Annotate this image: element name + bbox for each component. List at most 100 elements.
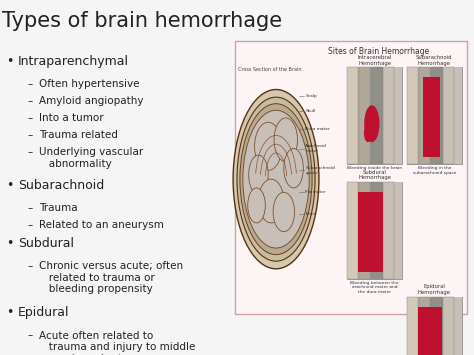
Bar [347, 182, 402, 279]
Bar [383, 67, 394, 164]
Bar [371, 182, 382, 279]
Bar [383, 182, 394, 279]
Text: –: – [27, 147, 33, 157]
Ellipse shape [258, 179, 284, 223]
Text: Chronic versus acute; often
   related to trauma or
   bleeding propensity: Chronic versus acute; often related to t… [39, 261, 183, 294]
Text: Cross Section of the Brain: Cross Section of the Brain [238, 67, 301, 72]
Ellipse shape [273, 192, 294, 232]
Text: Subdural
Hemorrhage: Subdural Hemorrhage [358, 170, 391, 180]
Text: Often hypertensive: Often hypertensive [39, 79, 139, 89]
Bar [407, 297, 462, 355]
Ellipse shape [364, 105, 380, 142]
Bar [407, 297, 418, 355]
Bar [431, 67, 442, 164]
Text: Acute often related to
   trauma and injury to middle
   meningeal artery: Acute often related to trauma and injury… [39, 331, 195, 355]
Text: Pia mater: Pia mater [305, 190, 326, 194]
Text: Brain: Brain [305, 212, 317, 216]
Text: –: – [27, 96, 33, 106]
Bar [419, 297, 430, 355]
Bar [419, 67, 430, 164]
Bar [407, 67, 462, 164]
Text: Bleeding inside the brain: Bleeding inside the brain [347, 166, 402, 170]
Bar [359, 67, 370, 164]
Text: Into a tumor: Into a tumor [39, 113, 103, 123]
Text: –: – [27, 220, 33, 230]
Text: Scalp: Scalp [305, 94, 317, 98]
Text: Arachnoid
mater: Arachnoid mater [305, 144, 327, 153]
Bar [371, 67, 382, 164]
Text: Epidural
Hemorrhage: Epidural Hemorrhage [418, 284, 451, 295]
Ellipse shape [364, 125, 372, 142]
Text: Dura mater: Dura mater [305, 127, 330, 131]
Text: –: – [27, 113, 33, 123]
Text: Sites of Brain Hemorrhage: Sites of Brain Hemorrhage [328, 47, 429, 56]
Text: Related to an aneurysm: Related to an aneurysm [39, 220, 164, 230]
Text: •: • [6, 306, 13, 320]
Bar [380, 182, 391, 279]
Bar [347, 182, 358, 279]
Bar [440, 297, 451, 355]
Text: Subarachnoid
space: Subarachnoid space [305, 166, 335, 175]
Text: –: – [27, 331, 33, 340]
Bar [423, 77, 440, 157]
Text: Intraparenchymal: Intraparenchymal [18, 55, 129, 68]
Bar [443, 297, 454, 355]
Ellipse shape [274, 118, 298, 162]
Bar [429, 297, 440, 355]
Bar [451, 297, 462, 355]
Bar [359, 182, 370, 279]
Text: •: • [6, 179, 13, 192]
Bar [429, 67, 440, 164]
Bar [407, 67, 418, 164]
Bar [440, 67, 451, 164]
Bar [418, 307, 442, 355]
Text: –: – [27, 261, 33, 271]
Bar [347, 67, 358, 164]
Bar [358, 192, 383, 272]
Bar [347, 67, 358, 164]
Text: Bleeding between the
arachnoid mater and
the dura mater: Bleeding between the arachnoid mater and… [350, 281, 399, 294]
Ellipse shape [248, 188, 265, 223]
Text: •: • [6, 55, 13, 68]
Ellipse shape [237, 97, 315, 261]
Text: Underlying vascular
   abnormality: Underlying vascular abnormality [39, 147, 143, 169]
Text: Types of brain hemorrhage: Types of brain hemorrhage [2, 11, 282, 31]
Text: Subarachnoid
Hemorrhage: Subarachnoid Hemorrhage [416, 55, 453, 66]
Ellipse shape [255, 122, 282, 170]
Ellipse shape [240, 104, 312, 255]
Text: •: • [6, 237, 13, 250]
Bar [391, 67, 402, 164]
Text: Trauma: Trauma [39, 203, 77, 213]
Text: –: – [27, 79, 33, 89]
Bar [418, 67, 429, 164]
Ellipse shape [243, 110, 309, 248]
Bar [347, 67, 402, 164]
Bar [380, 67, 391, 164]
Bar [451, 67, 462, 164]
Ellipse shape [233, 89, 319, 269]
Bar [358, 67, 369, 164]
Text: Epidural: Epidural [18, 306, 70, 320]
Text: Skull: Skull [305, 109, 316, 113]
Bar [347, 182, 358, 279]
Bar [369, 182, 380, 279]
Text: Trauma related: Trauma related [39, 130, 118, 140]
Text: Subdural: Subdural [18, 237, 74, 250]
Bar [431, 297, 442, 355]
Text: Bleeding in the
subarachnoid space: Bleeding in the subarachnoid space [412, 166, 456, 175]
Ellipse shape [249, 155, 268, 195]
Bar [391, 182, 402, 279]
Bar [418, 297, 429, 355]
Text: –: – [27, 130, 33, 140]
Text: –: – [27, 203, 33, 213]
Text: Subarachnoid: Subarachnoid [18, 179, 104, 192]
Bar [358, 182, 369, 279]
Bar [407, 67, 418, 164]
Bar [443, 67, 454, 164]
Ellipse shape [284, 148, 303, 188]
Bar [407, 297, 418, 355]
Text: Intracerebral
Hemorrhage: Intracerebral Hemorrhage [357, 55, 392, 66]
Text: Amyloid angiopathy: Amyloid angiopathy [39, 96, 143, 106]
Bar [235, 41, 467, 314]
Bar [369, 67, 380, 164]
